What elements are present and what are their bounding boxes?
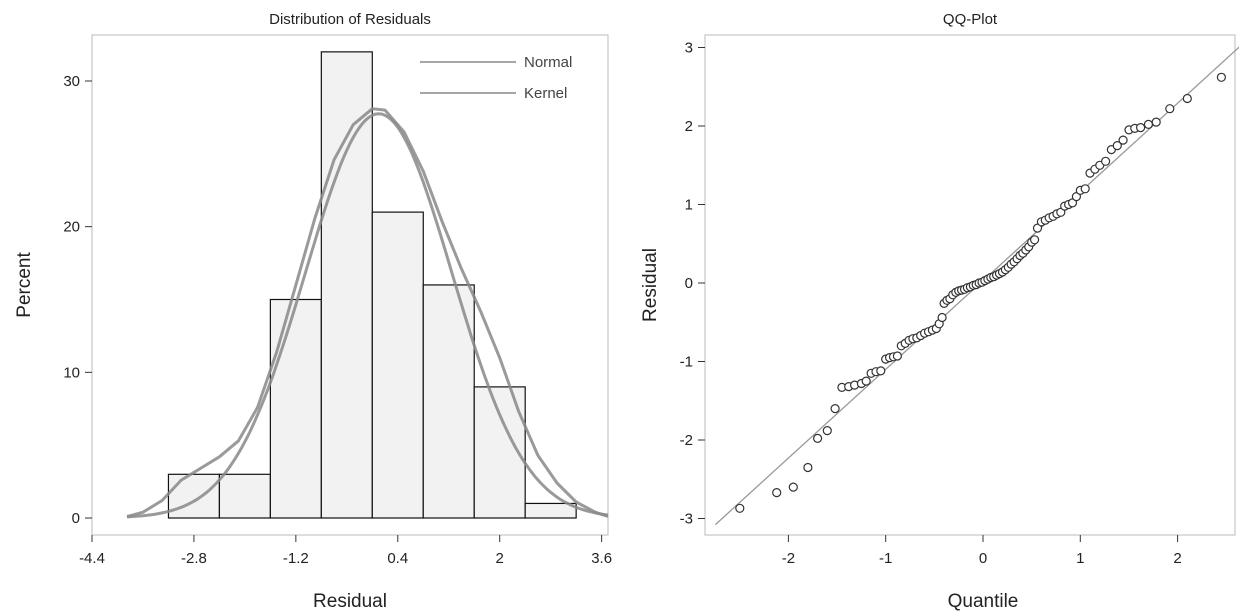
histogram-y-tick-label: 20	[63, 219, 80, 236]
histogram-panel: Distribution of Residuals Residual Perce…	[14, 11, 612, 612]
qq-y-tick-label: -2	[680, 432, 693, 449]
kernel-density-curve	[126, 107, 609, 518]
histogram-bars	[167, 51, 577, 519]
histogram-bar-7	[524, 502, 577, 519]
qq-point	[830, 404, 840, 414]
histogram-x-tick-label: -2.8	[181, 550, 207, 567]
qq-point	[822, 426, 832, 436]
qq-plot-x-axis-label: Quantile	[948, 591, 1019, 612]
histogram-legend: Normal Kernel	[420, 54, 572, 102]
qq-point	[1182, 93, 1192, 104]
histogram-y-axis-label: Percent	[14, 252, 35, 318]
histogram-bar-4	[371, 211, 424, 519]
histogram-title: Distribution of Residuals	[269, 11, 431, 28]
histogram-x-tick-label: -4.4	[79, 550, 105, 567]
qq-y-tick-label: 3	[685, 40, 693, 57]
qq-point	[1080, 184, 1090, 194]
qq-point	[772, 488, 782, 498]
qq-point	[1118, 135, 1128, 145]
qq-point	[803, 462, 813, 473]
normal-density-curve	[126, 112, 609, 519]
qq-point	[876, 366, 886, 376]
qq-point	[1135, 122, 1146, 133]
legend-label-kernel: Kernel	[524, 85, 567, 102]
qq-point	[892, 351, 903, 361]
qq-point	[937, 312, 947, 323]
histogram-bar-1	[218, 473, 271, 519]
qq-y-tick-label: 2	[685, 118, 693, 135]
qq-y-tick-label: -1	[680, 354, 693, 371]
histogram-x-tick-label: -1.2	[283, 550, 309, 567]
qq-x-tick-label: -2	[782, 550, 795, 567]
qq-point	[861, 376, 871, 386]
qq-point	[1112, 141, 1122, 151]
histogram-bar-2	[269, 298, 322, 519]
histogram-x-axis-label: Residual	[313, 591, 387, 612]
qq-y-ticks: -3 -2 -1 0 1 2 3	[680, 40, 705, 528]
qq-plot-y-axis-label: Residual	[640, 248, 661, 322]
qq-point	[1143, 119, 1154, 130]
histogram-bar-0	[167, 473, 221, 519]
histogram-y-tick-label: 30	[63, 73, 80, 90]
qq-point	[812, 433, 823, 443]
histogram-x-ticks: -4.4 -2.8 -1.2 0.4 2 3.6	[79, 535, 612, 567]
qq-point	[1029, 235, 1040, 245]
qq-point	[1100, 156, 1111, 166]
qq-plot-title: QQ-Plot	[943, 11, 998, 28]
histogram-density-curves	[126, 107, 609, 519]
qq-point	[1216, 72, 1227, 82]
qq-point	[1165, 104, 1175, 114]
qq-point	[788, 482, 798, 492]
qq-points	[735, 72, 1227, 513]
qq-x-tick-label: 2	[1173, 550, 1181, 567]
histogram-bar-5	[422, 284, 475, 519]
qq-x-ticks: -2 -1 0 1 2	[782, 535, 1182, 567]
qq-plot-panel: QQ-Plot Quantile Residual -2 -1 0 1 2 -3 -2 -1…	[640, 11, 1239, 612]
qq-y-tick-label: 0	[685, 275, 693, 292]
qq-plot-frame	[704, 34, 1236, 536]
qq-y-tick-label: 1	[685, 197, 693, 214]
legend-label-normal: Normal	[524, 54, 572, 71]
histogram-plot-frame	[91, 34, 609, 536]
qq-x-tick-label: 1	[1076, 550, 1084, 567]
qq-point	[735, 503, 745, 513]
histogram-y-tick-label: 10	[63, 364, 80, 381]
histogram-x-tick-label: 3.6	[591, 550, 612, 567]
qq-x-tick-label: -1	[879, 550, 892, 567]
histogram-bar-3	[320, 51, 373, 519]
qq-point	[1151, 117, 1161, 127]
histogram-x-tick-label: 2	[496, 550, 504, 567]
qq-y-tick-label: -3	[680, 511, 693, 528]
histogram-x-tick-label: 0.4	[387, 550, 408, 567]
histogram-y-ticks: 0 10 20 30	[63, 73, 92, 527]
qq-x-tick-label: 0	[979, 550, 987, 567]
histogram-y-tick-label: 0	[72, 510, 80, 527]
